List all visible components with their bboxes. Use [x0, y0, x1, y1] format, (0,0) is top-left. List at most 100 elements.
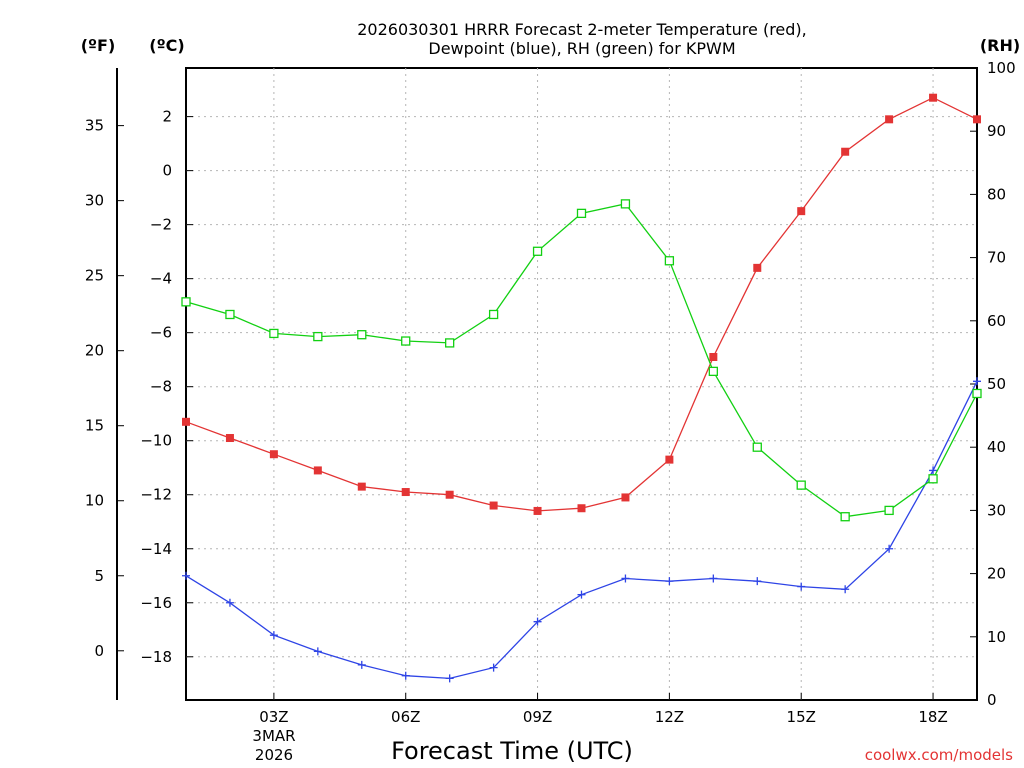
dewpoint-point: [182, 571, 190, 580]
celsius-tick-label: −18: [140, 648, 172, 666]
dewpoint-point: [885, 544, 894, 553]
temperature-point: [753, 263, 762, 272]
rh-point: [708, 366, 718, 377]
dewpoint-point: [225, 598, 234, 607]
rh-point: [313, 331, 323, 342]
dewpoint-point: [269, 631, 278, 640]
fahrenheit-tick-label: 35: [85, 117, 104, 135]
rh-point: [488, 309, 499, 320]
rh-tick-label: 70: [987, 249, 1006, 267]
celsius-tick-label: −4: [150, 270, 172, 288]
time-tick-label: 12Z: [655, 708, 684, 726]
chart-title-line-2: Dewpoint (blue), RH (green) for KPWM: [428, 39, 735, 58]
temperature-point: [445, 490, 454, 499]
dewpoint-point: [577, 590, 586, 599]
rh-point: [401, 336, 411, 346]
temperature-point: [225, 434, 234, 443]
temperature-point: [533, 506, 542, 515]
temperature-point: [313, 466, 322, 475]
temperature-point: [841, 147, 850, 156]
fahrenheit-tick-label: 25: [85, 267, 104, 285]
temperature-point: [621, 493, 630, 502]
rh-tick-label: 20: [987, 565, 1006, 583]
celsius-tick-label: −6: [150, 324, 172, 342]
dewpoint-point: [621, 574, 630, 583]
rh-point: [576, 208, 587, 219]
rh-point: [357, 330, 367, 340]
dewpoint-point: [929, 466, 938, 475]
temperature-point: [269, 450, 278, 459]
temperature-point: [401, 488, 410, 497]
dewpoint-point: [489, 663, 498, 672]
dewpoint-point: [665, 577, 674, 586]
temperature-point: [665, 455, 674, 464]
fahrenheit-tick-label: 30: [85, 192, 104, 210]
celsius-tick-label: 2: [162, 108, 172, 126]
rh-point: [181, 297, 191, 307]
dewpoint-point: [401, 671, 410, 680]
rh-point: [884, 505, 894, 516]
chart-title-line-1: 2026030301 HRRR Forecast 2-meter Tempera…: [357, 20, 807, 39]
time-tick-label: 03Z: [259, 708, 288, 726]
celsius-unit-label: (ºC): [149, 36, 184, 55]
fahrenheit-unit-label: (ºF): [81, 36, 116, 55]
dewpoint-point: [797, 582, 806, 591]
rh-tick-label: 0: [987, 691, 997, 709]
rh-tick-label: 10: [987, 628, 1006, 646]
rh-tick-label: 90: [987, 122, 1006, 140]
fahrenheit-tick-label: 20: [85, 342, 104, 360]
rh-point: [445, 338, 455, 348]
temperature-line: [185, 96, 978, 512]
rh-tick-label: 100: [987, 59, 1016, 77]
time-tick-label: 06Z: [391, 708, 420, 726]
rh-point: [972, 388, 982, 399]
dewpoint-line: [185, 381, 978, 680]
date-label-year: 2026: [255, 746, 293, 764]
rh-line: [185, 203, 978, 518]
plot-frame: [185, 67, 978, 701]
temperature-point: [489, 501, 498, 510]
x-axis-label: Forecast Time (UTC): [391, 737, 633, 765]
rh-tick-label: 60: [987, 312, 1006, 330]
dewpoint-point: [533, 617, 542, 626]
fahrenheit-tick-label: 0: [94, 642, 104, 660]
source-credit: coolwx.com/models: [865, 746, 1013, 764]
celsius-tick-label: 0: [162, 162, 172, 180]
rh-point: [752, 442, 762, 452]
rh-point: [840, 512, 850, 522]
rh-tick-label: 30: [987, 501, 1006, 519]
rh-point: [796, 480, 806, 490]
rh-tick-label: 40: [987, 438, 1006, 456]
dewpoint-point: [973, 377, 981, 386]
time-tick-label: 09Z: [523, 708, 552, 726]
dewpoint-point: [357, 660, 366, 669]
rh-tick-label: 80: [987, 185, 1006, 203]
fahrenheit-tick-label: 10: [85, 492, 104, 510]
celsius-tick-label: −2: [150, 216, 172, 234]
time-tick-label: 15Z: [787, 708, 816, 726]
temperature-point: [709, 352, 718, 361]
celsius-tick-label: −16: [140, 594, 172, 612]
temperature-point: [929, 93, 938, 102]
fahrenheit-tick-label: 15: [85, 417, 104, 435]
rh-unit-label: (RH): [980, 36, 1020, 55]
rh-point: [225, 309, 235, 320]
celsius-tick-label: −10: [140, 432, 172, 450]
dewpoint-point: [753, 577, 762, 586]
rh-point: [620, 199, 631, 209]
gridlines: [186, 68, 977, 700]
temperature-point: [182, 417, 190, 426]
dewpoint-point: [841, 585, 850, 594]
rh-tick-label: 50: [987, 375, 1006, 393]
temperature-point: [885, 115, 894, 124]
fahrenheit-axis: 35 30 25 20 15 10 5 0: [85, 117, 124, 660]
temperature-point: [797, 207, 806, 216]
series-group: [181, 93, 982, 683]
dewpoint-point: [709, 574, 718, 583]
celsius-tick-label: −12: [140, 486, 172, 504]
date-label-month: 3MAR: [252, 727, 295, 745]
fahrenheit-tick-label: 5: [94, 567, 104, 585]
celsius-tick-label: −14: [140, 540, 172, 558]
